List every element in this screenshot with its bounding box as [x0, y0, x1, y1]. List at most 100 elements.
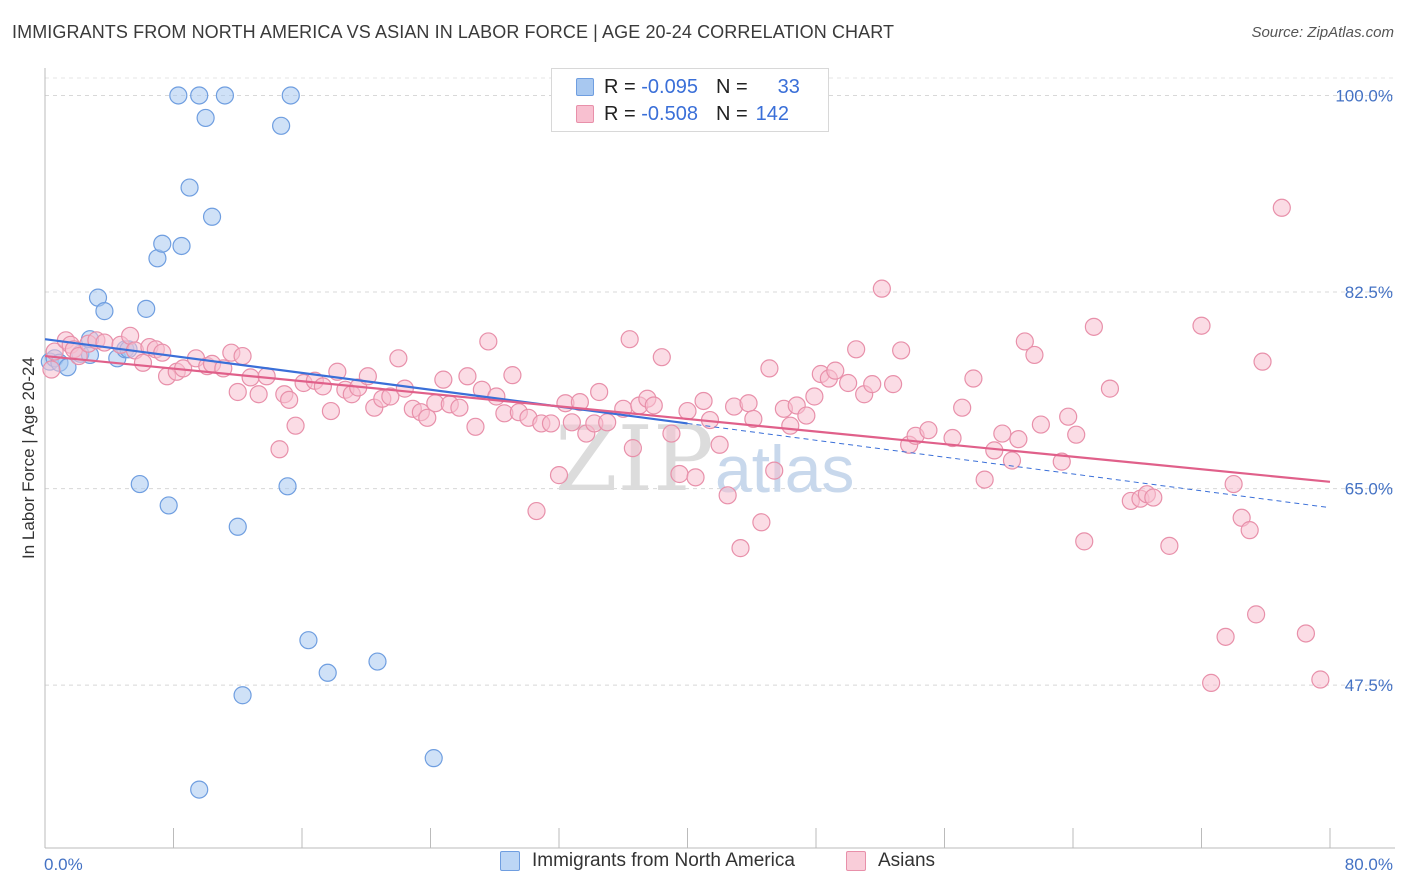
point-asians [739, 394, 758, 413]
point-asians [710, 435, 729, 454]
point-north-america [228, 517, 247, 536]
point-asians [765, 461, 784, 480]
point-asians [270, 440, 289, 459]
point-asians [1311, 670, 1330, 689]
point-asians [1015, 332, 1034, 351]
point-asians [249, 385, 268, 404]
point-asians [805, 387, 824, 406]
stats-r-label: R = [604, 75, 636, 98]
point-asians [964, 369, 983, 388]
stats-r-value: -0.095 [641, 75, 698, 98]
point-asians [752, 513, 771, 532]
point-north-america [190, 86, 209, 105]
point-asians [1067, 425, 1086, 444]
point-asians [466, 417, 485, 436]
point-north-america [196, 108, 215, 128]
point-asians [487, 387, 506, 406]
y-axis-label: In Labor Force | Age 20-24 [19, 357, 38, 559]
point-asians [1084, 317, 1103, 336]
point-asians [313, 377, 332, 396]
point-asians [418, 408, 437, 427]
y-tick-label: 47.5% [1345, 676, 1393, 695]
point-asians [718, 486, 737, 505]
point-north-america [169, 86, 188, 105]
point-asians [826, 361, 845, 380]
stats-row-north-america: R = -0.095 N = 33 [552, 74, 800, 100]
point-asians [598, 413, 617, 432]
point-asians [590, 382, 609, 402]
point-asians [662, 424, 681, 443]
point-asians [503, 366, 522, 385]
point-asians [479, 332, 498, 351]
point-north-america [180, 178, 199, 197]
point-asians [694, 391, 713, 411]
y-tick-label: 100.0% [1335, 86, 1393, 105]
point-asians [434, 370, 453, 389]
legend-item-north-america[interactable]: Immigrants from North America [500, 850, 795, 872]
point-north-america [137, 299, 156, 318]
point-asians [1025, 345, 1044, 365]
axes [44, 68, 1395, 849]
point-asians [686, 468, 705, 487]
tick-labels: 100.0% 82.5% 65.0% 47.5% 0.0% 80.0% [44, 86, 1393, 874]
point-asians [133, 353, 153, 372]
point-asians [670, 464, 689, 484]
point-asians [1160, 536, 1179, 555]
point-asians [892, 341, 911, 360]
point-asians [1296, 624, 1316, 643]
point-asians [623, 439, 642, 458]
point-asians [797, 406, 816, 425]
point-asians [153, 343, 172, 362]
point-asians [975, 470, 994, 489]
point-asians [1002, 451, 1022, 470]
chart-title: IMMIGRANTS FROM NORTH AMERICA VS ASIAN I… [12, 22, 895, 42]
stats-n-label: N = [715, 75, 748, 98]
x-tick-label: 80.0% [1345, 855, 1393, 874]
point-asians [839, 373, 858, 393]
point-north-america [233, 686, 252, 705]
point-asians [872, 279, 891, 298]
point-asians [458, 367, 477, 386]
point-asians [1272, 198, 1291, 217]
legend-swatch-blue [500, 851, 520, 871]
point-asians [919, 421, 938, 440]
stats-n-label: N = [715, 102, 748, 125]
point-asians [228, 382, 247, 402]
point-asians [883, 375, 903, 394]
point-north-america [153, 234, 172, 253]
point-asians [570, 392, 589, 412]
point-north-america [278, 477, 297, 496]
point-north-america [215, 86, 234, 105]
points [40, 86, 1330, 799]
stats-swatch-blue [576, 78, 594, 96]
point-asians [549, 466, 569, 485]
y-tick-label: 65.0% [1345, 480, 1393, 499]
point-asians [644, 396, 663, 415]
trend-line-asians [44, 354, 1331, 483]
point-asians [1100, 379, 1120, 398]
point-asians [321, 401, 341, 421]
point-asians [993, 424, 1012, 443]
point-north-america [318, 663, 337, 682]
point-asians [1240, 521, 1259, 540]
point-asians [1216, 627, 1235, 646]
legend-item-asians[interactable]: Asians [846, 850, 935, 872]
trend-lines [44, 338, 1331, 509]
point-north-america [130, 474, 149, 494]
point-asians [1253, 352, 1272, 371]
point-asians [620, 330, 639, 349]
point-asians [652, 348, 671, 367]
point-asians [527, 501, 546, 521]
point-north-america [299, 631, 318, 650]
point-asians [450, 398, 469, 417]
point-north-america [172, 236, 191, 256]
point-asians [1075, 532, 1094, 551]
point-asians [562, 413, 581, 432]
point-asians [541, 414, 561, 433]
stats-r-value: -0.508 [641, 102, 698, 125]
point-asians [286, 416, 305, 435]
stats-row-asians: R = -0.508 N = 142 [552, 101, 789, 127]
point-asians [233, 346, 252, 366]
y-tick-label: 82.5% [1345, 283, 1393, 302]
